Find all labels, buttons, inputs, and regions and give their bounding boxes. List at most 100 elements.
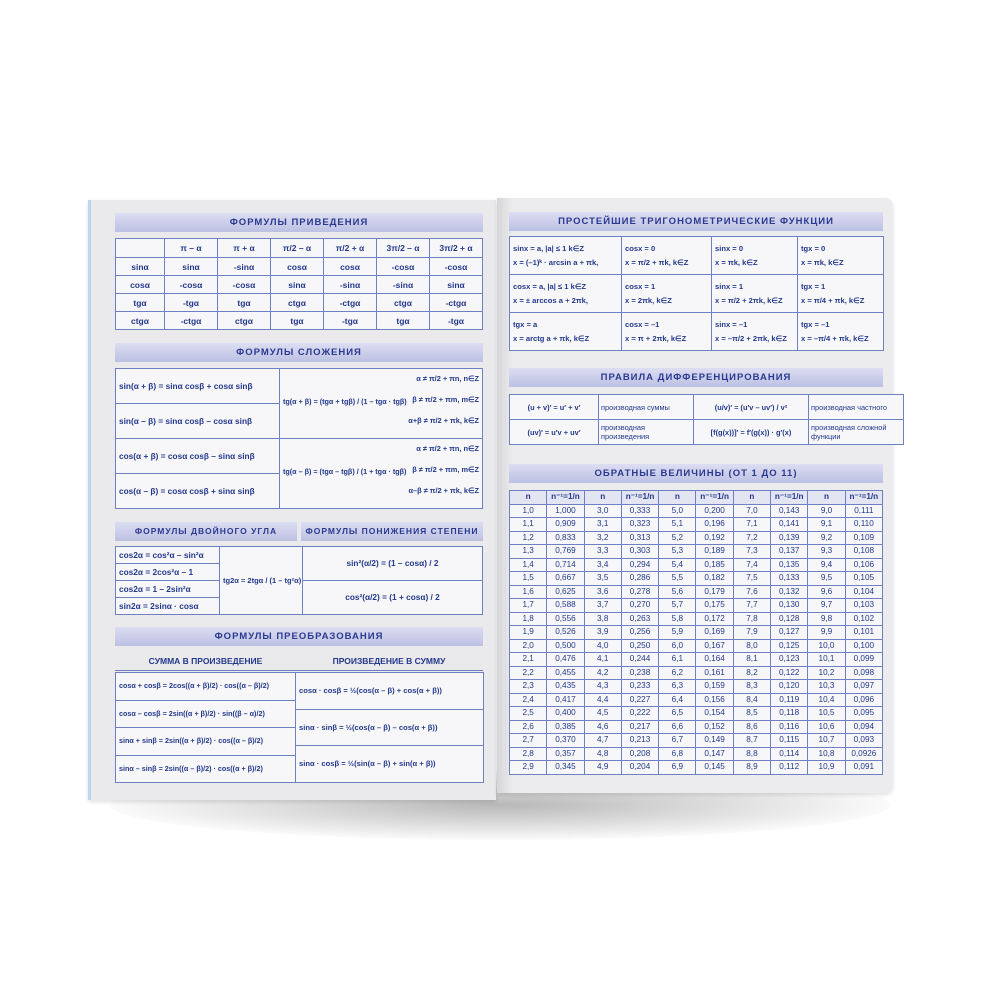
reciprocal-value: 0,256 xyxy=(620,625,660,640)
n-value: 6,3 xyxy=(658,679,697,694)
rule-formula: (u + v)′ = u′ + v′ xyxy=(509,394,599,420)
table-row: 1,1 0,909 3,1 0,323 5,1 0,196 7,1 0,141 9,1 0,110 xyxy=(508,517,884,532)
tangent-cell: tg(α – β) = (tgα – tgβ) / (1 + tgα · tgβ… xyxy=(279,438,483,509)
reciprocal-value: 0,250 xyxy=(620,638,660,653)
table-row: 2,3 0,435 4,3 0,233 6,3 0,159 8,3 0,120 10,3 0,09… xyxy=(508,679,884,694)
n-value: 10,9 xyxy=(807,760,846,775)
table-row: 1,0 1,000 3,0 0,333 5,0 0,200 7,0 0,143 9,0 0,111 xyxy=(508,503,884,518)
formula-cell: cosα + cosβ = 2cos((α + β)/2) · cos((α –… xyxy=(115,672,297,701)
formula-cell: cosα – cosβ = 2sin((α + β)/2) · sin((β –… xyxy=(115,699,297,728)
n-value: 7,2 xyxy=(732,530,772,545)
n-value: 3,1 xyxy=(583,517,622,532)
table-row: 1,7 0,588 3,7 0,270 5,7 0,175 7,7 0,130 9,7 0,103 xyxy=(508,598,884,613)
n-value: 6,4 xyxy=(658,692,697,707)
table-row: 1,6 0,625 3,6 0,278 5,6 0,179 7,6 0,132 9,6 0,104 xyxy=(508,584,884,599)
reciprocal-value: 0,101 xyxy=(844,625,884,640)
table-cell: tgα xyxy=(376,311,430,330)
table-row: 2,6 0,385 4,6 0,217 6,6 0,152 8,6 0,116 10,6 0,09… xyxy=(508,719,884,734)
reciprocal-value: 0,164 xyxy=(695,652,734,667)
solution: x = (–1)ᵏ · arcsin a + πk, xyxy=(513,258,599,267)
equation-cell: cosx = a, |a| ≤ 1 k∈Z x = ± arccos a + 2π… xyxy=(509,274,622,313)
reciprocal-value: 0,127 xyxy=(770,625,809,640)
n-value: 2,7 xyxy=(508,733,548,748)
reciprocal-value: 0,196 xyxy=(695,517,734,532)
reciprocal-value: 0,169 xyxy=(695,625,734,640)
trig-equations-block: sinx = a, |a| ≤ 1 k∈Z x = (–1)ᵏ · arcsin … xyxy=(509,236,884,352)
subsection-title: СУММА В ПРОИЗВЕДЕНИЕ xyxy=(115,652,296,671)
equation: tgx = 0 xyxy=(801,244,826,253)
table-cell: tgα xyxy=(217,293,271,312)
n-value: 3,0 xyxy=(583,503,622,518)
condition: α+β ≠ π/2 + πk, k∈Z xyxy=(408,416,479,425)
n-value: 10,1 xyxy=(807,652,846,667)
n-value: 8,8 xyxy=(732,746,772,761)
formula: tg2α = 2tgα / (1 – tg²α) xyxy=(223,576,302,585)
equation: cosx = 1 xyxy=(625,282,656,291)
table-cell: -ctgα xyxy=(164,311,218,330)
reciprocal-value: 0,128 xyxy=(770,611,809,626)
rule-formula: [f(g(x))]′ = f′(g(x)) · g′(x) xyxy=(693,419,809,445)
reciprocals-block: n n⁻¹=1/n n n⁻¹=1/n n n⁻¹=1/n n n⁻¹=1/n n n⁻¹=1/n… xyxy=(508,490,884,775)
reciprocal-value: 0,112 xyxy=(770,760,809,775)
n-value: 10,8 xyxy=(807,746,846,761)
solution: x = π + 2πk, k∈Z xyxy=(625,334,687,343)
reciprocal-value: 0,313 xyxy=(620,530,660,545)
n-value: 1,1 xyxy=(508,517,548,532)
reciprocal-value: 0,204 xyxy=(620,760,660,775)
solution: x = 2πk, k∈Z xyxy=(625,296,672,305)
reciprocal-value: 0,227 xyxy=(620,692,660,707)
formula: sinα · sinβ = ½(cos(α – β) – cos(α + β)) xyxy=(299,722,438,732)
table-row: (u + v)′ = u′ + v′ производная суммы (u/v)… xyxy=(509,394,904,420)
rule-name: производная произведения xyxy=(598,419,694,445)
subsection-title: ПРОИЗВЕДЕНИЕ В СУММУ xyxy=(295,652,483,671)
table-row: tgα -tgα tgα ctgα -ctgα ctgα -ctgα xyxy=(115,293,483,312)
column-header: n xyxy=(732,490,772,505)
n-value: 5,5 xyxy=(658,571,697,586)
formula-cell: cos2α = cos²α – sin²α xyxy=(115,546,220,564)
n-value: 5,6 xyxy=(658,584,697,599)
reciprocal-value: 0,333 xyxy=(620,503,660,518)
table-cell: sinα xyxy=(270,275,324,294)
n-value: 4,8 xyxy=(583,746,622,761)
reciprocal-value: 0,106 xyxy=(844,557,884,572)
table-row: 2,8 0,357 4,8 0,208 6,8 0,147 8,8 0,114 10,8 0,09… xyxy=(508,746,884,761)
reciprocal-value: 0,097 xyxy=(844,679,884,694)
column-header: 3π/2 + α xyxy=(429,238,483,258)
n-value: 3,3 xyxy=(583,544,622,559)
condition: β ≠ π/2 + πm, m∈Z xyxy=(412,395,479,404)
formula: sinα – sinβ = 2sin((α – β)/2) · cos((α +… xyxy=(119,763,263,773)
formula-cell: tg2α = 2tgα / (1 – tg²α) xyxy=(219,546,303,615)
n-value: 2,8 xyxy=(508,746,548,761)
formula-cell: cosα · cosβ = ½(cos(α – β) + cos(α + β)) xyxy=(295,672,484,710)
right-page: ПРОСТЕЙШИЕ ТРИГОНОМЕТРИЧЕСКИЕ ФУНКЦИИ si… xyxy=(497,198,904,793)
formula: tg(α + β) = (tgα + tgβ) / (1 – tgα · tgβ… xyxy=(283,397,407,406)
reciprocal-value: 0,137 xyxy=(770,544,809,559)
section-title: ФОРМУЛЫ ДВОЙНОГО УГЛА xyxy=(115,522,297,541)
reciprocal-value: 0,094 xyxy=(844,719,884,734)
rule-name: производная сложной функции xyxy=(808,419,904,445)
differentiation-table: (u + v)′ = u′ + v′ производная суммы (u/v)… xyxy=(509,394,904,445)
equation-cell: sinx = –1 x = –π/2 + 2πk, k∈Z xyxy=(711,312,798,351)
n-value: 10,6 xyxy=(807,719,846,734)
table-cell: -ctgα xyxy=(323,293,377,312)
formula: cos²(α/2) = (1 + cosα) / 2 xyxy=(345,592,440,602)
reciprocal-value: 0,500 xyxy=(546,638,585,653)
table-cell: -cosα xyxy=(376,257,430,276)
rule-name: производная частного xyxy=(808,394,904,420)
n-value: 5,7 xyxy=(658,598,697,613)
n-value: 3,6 xyxy=(583,584,622,599)
section-title: ФОРМУЛЫ ПРИВЕДЕНИЯ xyxy=(115,213,483,232)
n-value: 10,3 xyxy=(807,679,846,694)
reciprocal-value: 0,172 xyxy=(695,611,734,626)
reciprocal-value: 0,111 xyxy=(844,503,884,518)
table-cell: -ctgα xyxy=(429,293,483,312)
reciprocal-value: 0,213 xyxy=(620,733,660,748)
solution: x = ± arccos a + 2πk, xyxy=(513,296,588,305)
n-value: 2,9 xyxy=(508,760,548,775)
n-value: 2,2 xyxy=(508,665,548,680)
table-cell: -tgα xyxy=(164,293,218,312)
column-header: n xyxy=(508,490,548,505)
formula: sin(α + β) = sinα cosβ + cosα sinβ xyxy=(119,381,253,391)
n-value: 9,3 xyxy=(807,544,846,559)
